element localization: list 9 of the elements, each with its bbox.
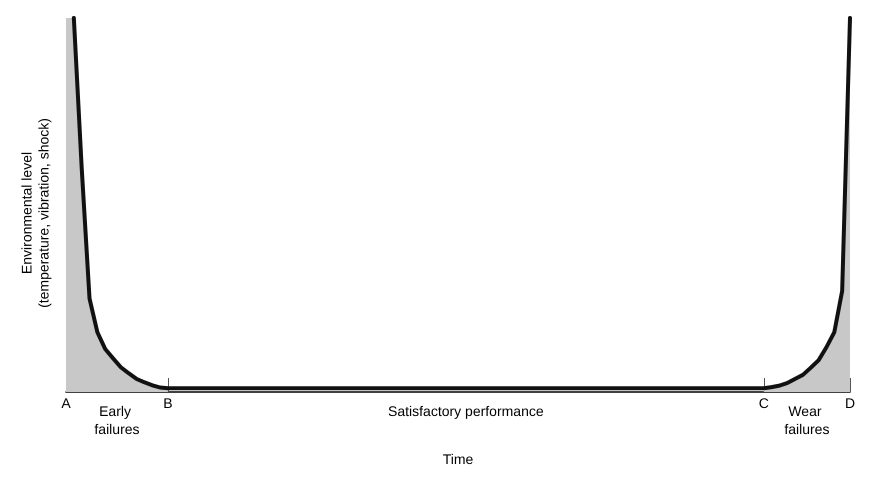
x-tick-label: A bbox=[61, 395, 72, 411]
x-tick-label: B bbox=[163, 395, 173, 411]
text: Early failures bbox=[94, 403, 140, 437]
text: Satisfactory performance bbox=[388, 403, 544, 419]
x-tick-label: C bbox=[758, 395, 769, 411]
x-axis-title: Time bbox=[442, 451, 474, 467]
text: Wear failures bbox=[784, 403, 830, 437]
y-axis-title: Environmental level (temperature, vibration, shock) bbox=[18, 118, 52, 308]
x-tick-label: D bbox=[844, 395, 856, 411]
